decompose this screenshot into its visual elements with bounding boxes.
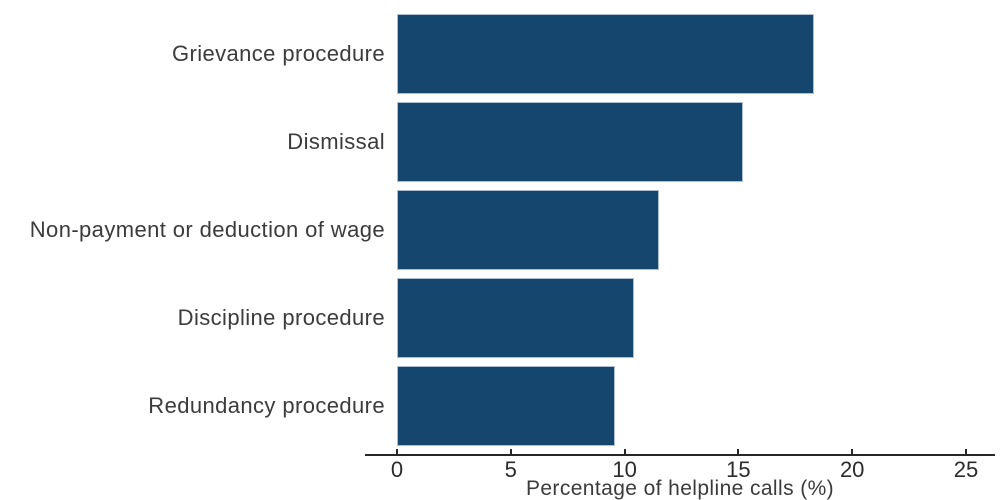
x-tick-label: 25 [953, 457, 979, 482]
x-tick-mark [737, 449, 740, 454]
x-axis-line [365, 454, 995, 456]
x-tick-mark [851, 449, 854, 454]
x-tick-label: 20 [839, 457, 865, 482]
category-label: Non-payment or deduction of wage [29, 217, 385, 242]
bar [397, 366, 616, 446]
bar [397, 14, 814, 94]
x-tick-mark [509, 449, 512, 454]
bar-row: Grievance procedure [0, 14, 1000, 94]
bar [397, 102, 743, 182]
x-tick-label: 15 [726, 457, 751, 482]
x-tick-mark [623, 449, 626, 454]
category-label: Redundancy procedure [148, 393, 385, 418]
x-tick-mark [965, 449, 967, 454]
bar [397, 278, 634, 358]
bar-row: Redundancy procedure [0, 366, 1000, 446]
bar [397, 190, 659, 270]
x-tick-mark [396, 449, 398, 454]
x-tick-label: 0 [390, 457, 404, 482]
x-tick-label: 10 [612, 457, 637, 482]
bar-row: Discipline procedure [0, 278, 1000, 358]
bar-row: Non-payment or deduction of wage [0, 190, 1000, 270]
category-label: Dismissal [287, 129, 385, 154]
x-tick-label: 5 [504, 457, 517, 482]
bar-row: Dismissal [0, 102, 1000, 182]
category-label: Grievance procedure [171, 41, 385, 66]
category-label: Discipline procedure [177, 305, 385, 330]
x-axis-title: Percentage of helpline calls (%) [525, 477, 835, 500]
